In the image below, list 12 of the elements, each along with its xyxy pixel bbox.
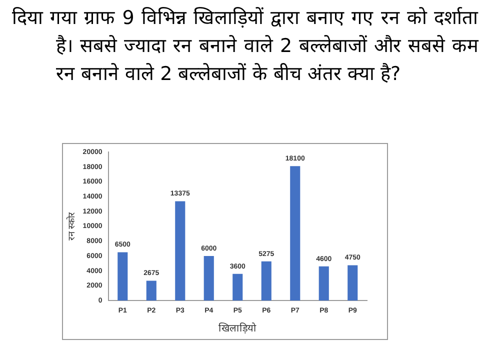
y-axis-title: रन स्कोर (66, 212, 78, 241)
bar (118, 252, 128, 301)
bar (232, 274, 243, 301)
bar (290, 166, 300, 301)
bar (261, 261, 272, 301)
bar (146, 280, 156, 301)
chart-title: दिया गया ग्राफ 9 विभिन्न खिलाड़ियों द्वारा बनाए गए रन को दर्शाता है। सबसे ज्यादा रन बनाने वाले 2 बल्लेबाजों और सबसे कम रन बनाने वाले 2 बल्लेबाजों के बीच अंतर क्या है? (11, 6, 478, 87)
x-axis-title: खिलाड़ियो (218, 322, 257, 335)
bar (204, 256, 214, 301)
bar (318, 266, 329, 301)
bar (175, 201, 186, 301)
bar (348, 265, 358, 301)
